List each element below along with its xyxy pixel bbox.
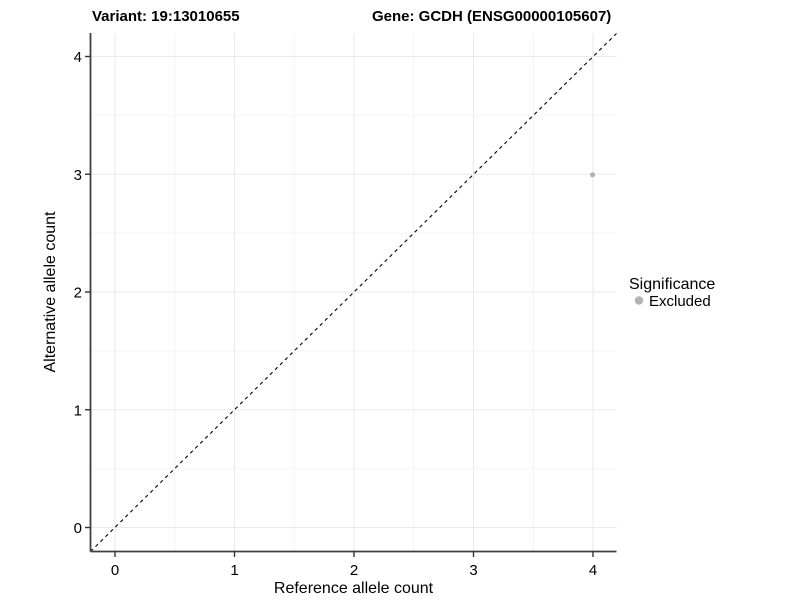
x-tick-label-0: 0 xyxy=(111,562,119,579)
x-tick-label-1: 1 xyxy=(230,562,238,579)
legend: Significance Excluded xyxy=(629,276,715,310)
gene-title: Gene: GCDH (ENSG00000105607) xyxy=(372,8,611,25)
variant-title: Variant: 19:13010655 xyxy=(92,8,240,25)
legend-item-label: Excluded xyxy=(649,293,711,310)
x-axis-title: Reference allele count xyxy=(274,580,434,597)
y-tick-label-3: 3 xyxy=(74,167,82,184)
grid-major xyxy=(90,33,617,552)
y-tick-label-1: 1 xyxy=(74,402,82,419)
y-tick-label-2: 2 xyxy=(74,285,82,302)
x-tick-label-2: 2 xyxy=(350,562,358,579)
data-point xyxy=(589,172,596,178)
legend-dot xyxy=(634,296,644,305)
x-tick-label-4: 4 xyxy=(589,562,597,579)
legend-title: Significance xyxy=(629,276,715,293)
x-tick-label-3: 3 xyxy=(469,562,477,579)
x-axis-ticks xyxy=(114,551,594,557)
y-tick-label-4: 4 xyxy=(74,49,82,66)
y-tick-label-0: 0 xyxy=(74,520,82,537)
y-axis-title: Alternative allele count xyxy=(42,211,59,373)
y-axis-ticks xyxy=(85,55,91,529)
